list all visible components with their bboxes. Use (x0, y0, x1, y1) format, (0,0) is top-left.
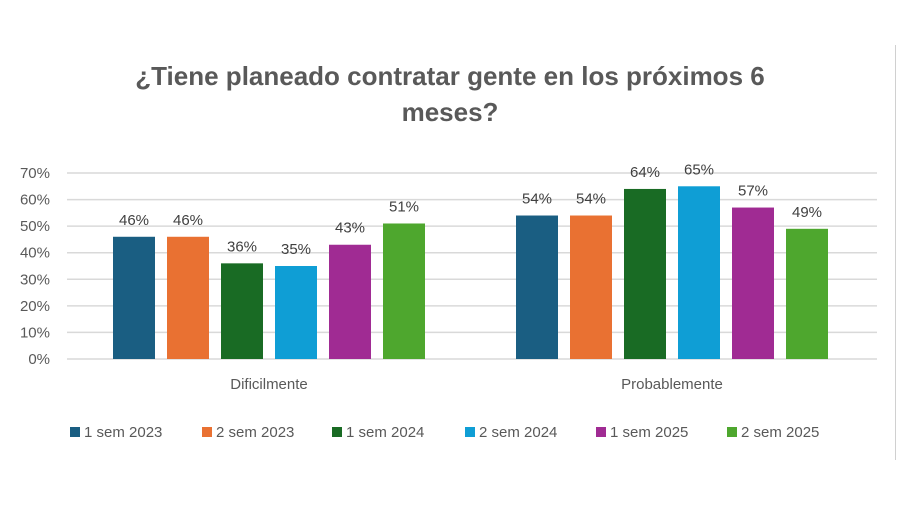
data-label: 36% (227, 238, 257, 255)
y-tick-label: 10% (20, 324, 50, 341)
legend-swatch (202, 427, 212, 437)
y-tick-label: 30% (20, 271, 50, 288)
bar (221, 263, 263, 359)
data-label: 65% (684, 161, 714, 178)
data-label: 46% (173, 212, 203, 229)
legend-label: 1 sem 2025 (610, 424, 688, 441)
data-label: 57% (738, 183, 768, 200)
y-tick-label: 60% (20, 192, 50, 209)
bar (570, 215, 612, 359)
y-tick-label: 20% (20, 298, 50, 315)
y-tick-label: 70% (20, 165, 50, 182)
legend-label: 2 sem 2023 (216, 424, 294, 441)
data-label: 35% (281, 241, 311, 258)
bar (383, 223, 425, 359)
legend-label: 2 sem 2025 (741, 424, 819, 441)
data-label: 43% (335, 220, 365, 237)
data-label: 46% (119, 212, 149, 229)
bar (516, 215, 558, 359)
bar (329, 244, 371, 359)
y-tick-label: 0% (28, 351, 50, 368)
legend-label: 1 sem 2023 (84, 424, 162, 441)
bar (678, 186, 720, 359)
legend-swatch (596, 427, 606, 437)
y-tick-label: 40% (20, 245, 50, 262)
legend-swatch (727, 427, 737, 437)
bar (624, 188, 666, 359)
legend-swatch (465, 427, 475, 437)
data-label: 54% (576, 191, 606, 208)
bar (167, 236, 209, 359)
data-label: 49% (792, 204, 822, 221)
data-label: 54% (522, 191, 552, 208)
legend-swatch (70, 427, 80, 437)
bar (732, 207, 774, 359)
data-label: 51% (389, 198, 419, 215)
bar (275, 266, 317, 359)
legend-label: 2 sem 2024 (479, 424, 557, 441)
chart-title: ¿Tiene planeado contratar gente en los p… (135, 61, 765, 127)
x-category-label: Dificilmente (230, 376, 308, 393)
x-category-label: Probablemente (621, 376, 723, 393)
data-label: 64% (630, 164, 660, 181)
legend-swatch (332, 427, 342, 437)
y-tick-label: 50% (20, 218, 50, 235)
legend-label: 1 sem 2024 (346, 424, 424, 441)
bar (786, 228, 828, 359)
divider (895, 45, 896, 460)
bar (113, 236, 155, 359)
